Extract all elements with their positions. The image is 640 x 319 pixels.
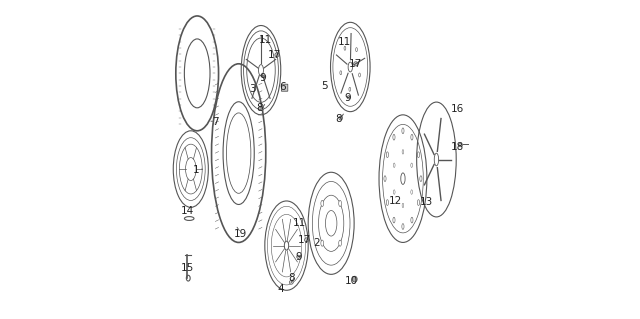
Ellipse shape: [260, 107, 264, 110]
Ellipse shape: [297, 255, 300, 258]
Ellipse shape: [417, 152, 420, 158]
Text: 9: 9: [295, 252, 301, 263]
Text: 11: 11: [259, 35, 272, 45]
Text: 1: 1: [193, 165, 200, 175]
Ellipse shape: [402, 203, 404, 208]
Text: 6: 6: [279, 82, 285, 92]
Ellipse shape: [458, 144, 463, 147]
Ellipse shape: [339, 116, 342, 120]
Ellipse shape: [417, 200, 420, 205]
Ellipse shape: [411, 190, 412, 194]
Text: 8: 8: [335, 114, 342, 124]
Ellipse shape: [353, 276, 357, 282]
Text: 3: 3: [250, 84, 256, 94]
Text: 14: 14: [180, 206, 194, 217]
Text: 7: 7: [212, 117, 219, 127]
Text: 19: 19: [234, 229, 248, 239]
Ellipse shape: [402, 224, 404, 229]
Text: 9: 9: [259, 72, 266, 83]
Text: 8: 8: [288, 273, 294, 283]
Ellipse shape: [339, 240, 342, 246]
Text: 15: 15: [180, 263, 194, 273]
FancyBboxPatch shape: [282, 84, 288, 91]
Text: 17: 17: [298, 235, 310, 245]
Ellipse shape: [321, 200, 324, 206]
Ellipse shape: [411, 163, 412, 167]
Ellipse shape: [289, 280, 293, 284]
Ellipse shape: [394, 163, 395, 167]
Ellipse shape: [340, 71, 342, 75]
Ellipse shape: [358, 73, 360, 77]
Text: 9: 9: [345, 93, 351, 103]
Ellipse shape: [411, 134, 413, 140]
Text: 5: 5: [321, 81, 328, 91]
Text: 8: 8: [256, 102, 262, 113]
Ellipse shape: [262, 75, 266, 78]
Text: 18: 18: [451, 142, 464, 152]
Ellipse shape: [344, 46, 346, 50]
Ellipse shape: [394, 190, 395, 194]
Text: 2: 2: [314, 238, 320, 248]
Ellipse shape: [275, 53, 279, 57]
Ellipse shape: [393, 134, 395, 140]
Ellipse shape: [387, 152, 388, 158]
Ellipse shape: [347, 96, 350, 99]
Ellipse shape: [384, 176, 386, 182]
Text: 13: 13: [420, 197, 433, 207]
Ellipse shape: [305, 238, 308, 242]
Text: 12: 12: [389, 196, 403, 206]
Ellipse shape: [339, 200, 342, 206]
Ellipse shape: [186, 275, 190, 281]
Text: 17: 17: [348, 59, 362, 70]
Ellipse shape: [387, 200, 388, 205]
Ellipse shape: [402, 128, 404, 134]
Ellipse shape: [321, 240, 324, 246]
Text: 10: 10: [345, 276, 358, 286]
Text: 11: 11: [338, 37, 351, 47]
Ellipse shape: [420, 176, 422, 182]
Text: 4: 4: [277, 284, 284, 294]
Text: 17: 17: [268, 50, 281, 60]
Ellipse shape: [354, 62, 358, 66]
Text: 11: 11: [293, 218, 307, 228]
Ellipse shape: [411, 217, 413, 223]
Text: 16: 16: [451, 104, 464, 114]
Ellipse shape: [349, 87, 351, 91]
Ellipse shape: [356, 48, 357, 52]
Ellipse shape: [402, 150, 404, 154]
Ellipse shape: [393, 217, 395, 223]
